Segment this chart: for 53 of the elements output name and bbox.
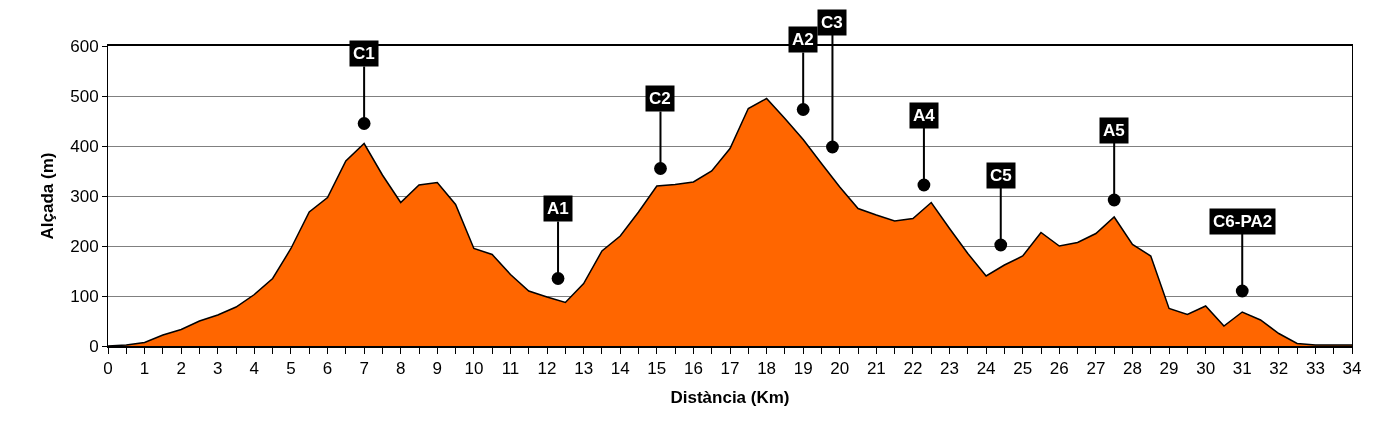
x-tick-label: 1 xyxy=(139,359,150,379)
x-tick-label: 3 xyxy=(213,359,223,379)
x-tick-label: 23 xyxy=(940,359,959,379)
x-tick-label: 19 xyxy=(793,359,813,379)
x-tick-label: 26 xyxy=(1049,359,1069,379)
x-tick-label: 34 xyxy=(1342,359,1362,379)
x-tick-label: 30 xyxy=(1196,359,1216,379)
x-tick-label: 20 xyxy=(830,359,850,379)
y-tick-label: 600 xyxy=(70,36,99,56)
x-tick-label: 2 xyxy=(176,359,186,379)
x-tick-label: 21 xyxy=(866,359,886,379)
x-tick-label: 9 xyxy=(432,359,443,379)
x-axis-title: Distància (Km) xyxy=(670,388,790,408)
x-tick-label: 24 xyxy=(976,359,996,379)
annotation: A1 xyxy=(547,199,569,218)
x-tick-label: 28 xyxy=(1123,359,1142,379)
x-tick-label: 31 xyxy=(1232,359,1252,379)
x-tick-label: 6 xyxy=(322,359,333,379)
x-tick-label: 29 xyxy=(1159,359,1179,379)
x-tick-label: 27 xyxy=(1086,359,1106,379)
x-tick-label: 8 xyxy=(395,359,406,379)
x-tick-label: 11 xyxy=(501,359,520,379)
x-tick-label: 4 xyxy=(249,359,260,379)
x-tick-label: 15 xyxy=(647,359,667,379)
x-tick-label: 17 xyxy=(720,359,740,379)
annotation: A2 xyxy=(792,30,814,49)
annotation: C1 xyxy=(353,44,375,63)
y-axis-title: Alçada (m) xyxy=(37,152,57,240)
annotation: C2 xyxy=(649,89,671,108)
x-tick-label: 0 xyxy=(103,359,113,379)
y-tick-label: 100 xyxy=(70,286,99,306)
annotation: C3 xyxy=(821,13,843,32)
y-tick-label: 300 xyxy=(70,186,99,206)
x-tick-label: 5 xyxy=(286,359,296,379)
annotation: C6-PA2 xyxy=(1213,212,1273,231)
x-tick-label: 32 xyxy=(1269,359,1289,379)
x-tick-label: 12 xyxy=(537,359,557,379)
annotation: C5 xyxy=(990,166,1012,185)
x-tick-label: 33 xyxy=(1305,359,1325,379)
x-tick-label: 13 xyxy=(574,359,594,379)
x-tick-label: 7 xyxy=(359,359,369,379)
y-tick-label: 200 xyxy=(70,236,99,256)
x-tick-label: 22 xyxy=(903,359,923,379)
y-tick-label: 0 xyxy=(89,336,99,356)
y-tick-label: 500 xyxy=(70,86,99,106)
y-tick-label: 400 xyxy=(70,136,99,156)
annotation: A4 xyxy=(913,106,936,125)
x-tick-label: 14 xyxy=(610,359,630,379)
x-tick-label: 10 xyxy=(464,359,484,379)
x-tick-label: 25 xyxy=(1013,359,1033,379)
x-tick-label: 16 xyxy=(683,359,703,379)
annotation: A5 xyxy=(1103,121,1125,140)
x-tick-label: 18 xyxy=(757,359,777,379)
